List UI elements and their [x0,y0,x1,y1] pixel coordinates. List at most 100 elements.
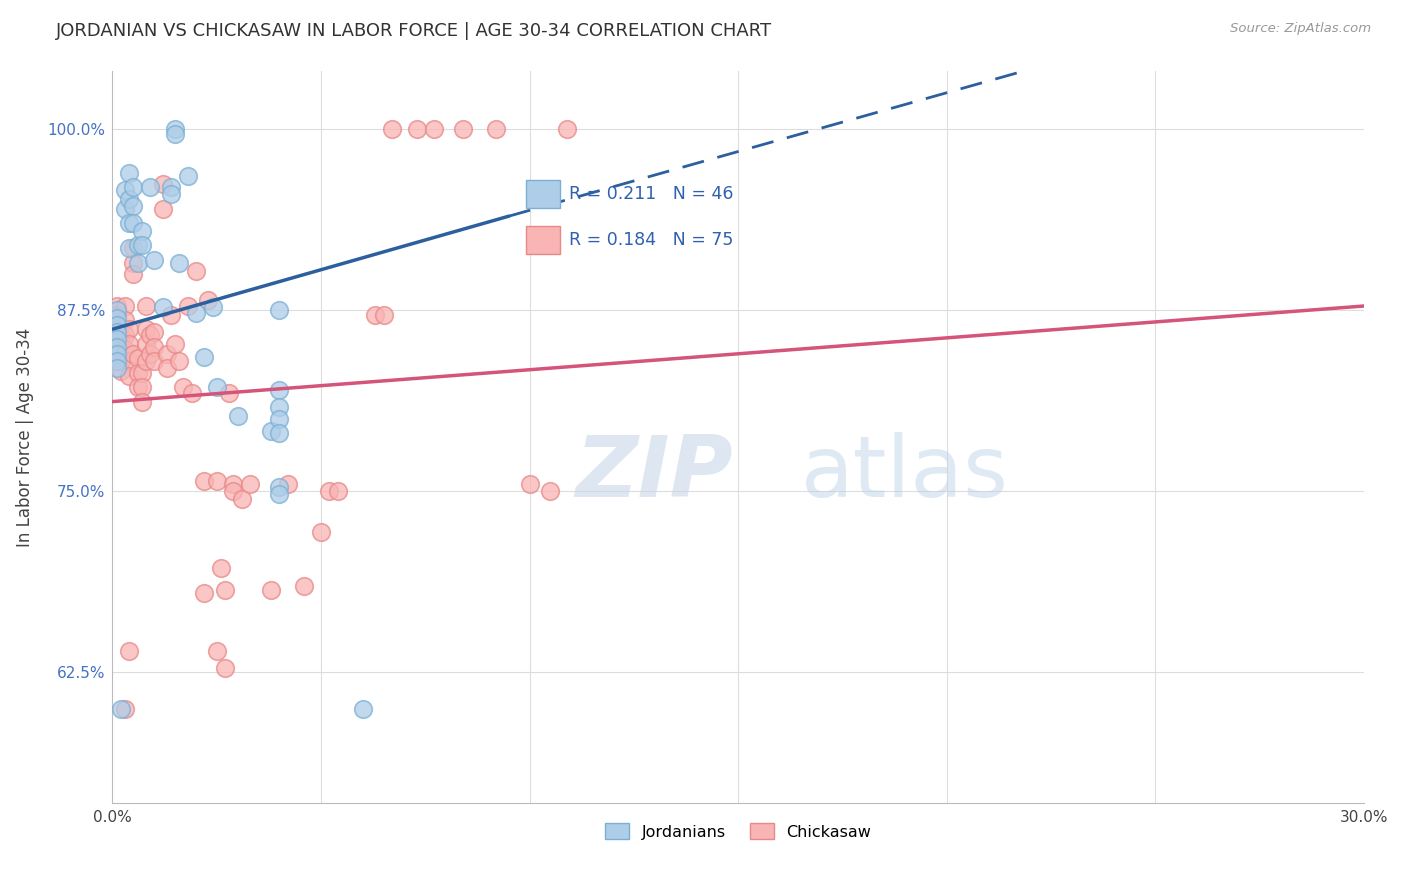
Point [139,328,162,343]
Point [152,178,174,192]
Point [143,325,166,339]
Point [127,351,149,366]
Point [114,183,136,197]
Point [201,301,224,315]
Point [269,303,291,318]
Point [105,347,128,361]
Y-axis label: In Labor Force | Age 30-34: In Labor Force | Age 30-34 [15,327,34,547]
Text: R = 0.211   N = 46: R = 0.211 N = 46 [569,185,734,202]
FancyBboxPatch shape [526,179,560,208]
Point [105,325,128,339]
Point [538,484,561,499]
Point [143,354,166,368]
Point [131,380,153,394]
Point [167,354,190,368]
Point [114,701,136,715]
Point [205,475,228,489]
Point [135,354,157,368]
Point [172,380,194,394]
Point [114,343,136,357]
Point [118,354,141,368]
Point [143,340,166,354]
Point [152,202,174,216]
Point [205,644,228,658]
Point [309,524,332,539]
Point [269,383,291,397]
Point [214,661,236,675]
Point [555,122,578,136]
Point [131,238,153,252]
Point [114,328,136,343]
Point [222,477,245,491]
Point [269,426,291,441]
Point [269,480,291,494]
Point [127,366,149,380]
Point [139,180,162,194]
Point [193,350,215,364]
Point [231,491,253,506]
Point [139,347,162,361]
Point [105,318,128,332]
Point [163,336,186,351]
Point [167,255,190,269]
Point [105,332,128,346]
Point [110,354,132,368]
Point [381,122,404,136]
Point [406,122,429,136]
Point [226,409,249,423]
Point [422,122,444,136]
Point [163,127,186,141]
Point [122,180,145,194]
Text: R = 0.184   N = 75: R = 0.184 N = 75 [569,231,734,249]
Point [176,299,198,313]
Point [122,241,145,255]
Text: ZIP: ZIP [575,432,733,516]
Point [118,166,141,180]
Point [214,582,236,597]
Point [269,401,291,415]
Point [156,361,179,376]
Point [180,385,202,400]
Point [122,347,145,361]
Point [110,343,132,357]
Point [135,336,157,351]
Point [260,424,283,438]
FancyBboxPatch shape [526,226,560,254]
Point [209,561,232,575]
Point [193,586,215,600]
Point [122,255,145,269]
Point [105,303,128,318]
Point [163,122,186,136]
Point [105,340,128,354]
Point [110,364,132,378]
Point [105,308,128,322]
Point [197,293,219,308]
Point [105,310,128,325]
Point [352,701,374,715]
Point [239,477,262,491]
Point [110,328,132,343]
Point [364,308,387,322]
Point [131,224,153,238]
Point [105,354,128,368]
Point [152,301,174,315]
Text: JORDANIAN VS CHICKASAW IN LABOR FORCE | AGE 30-34 CORRELATION CHART: JORDANIAN VS CHICKASAW IN LABOR FORCE | … [56,22,772,40]
Point [127,255,149,269]
Point [114,202,136,216]
Point [105,322,128,336]
Point [222,484,245,499]
Point [135,299,157,313]
Point [269,487,291,501]
Point [193,475,215,489]
Point [218,385,240,400]
Point [131,394,153,409]
Point [277,477,299,491]
Point [105,299,128,313]
Point [105,361,128,376]
Legend: Jordanians, Chickasaw: Jordanians, Chickasaw [599,817,877,846]
Point [269,412,291,426]
Point [122,216,145,230]
Point [292,578,315,592]
Point [156,347,179,361]
Point [118,368,141,383]
